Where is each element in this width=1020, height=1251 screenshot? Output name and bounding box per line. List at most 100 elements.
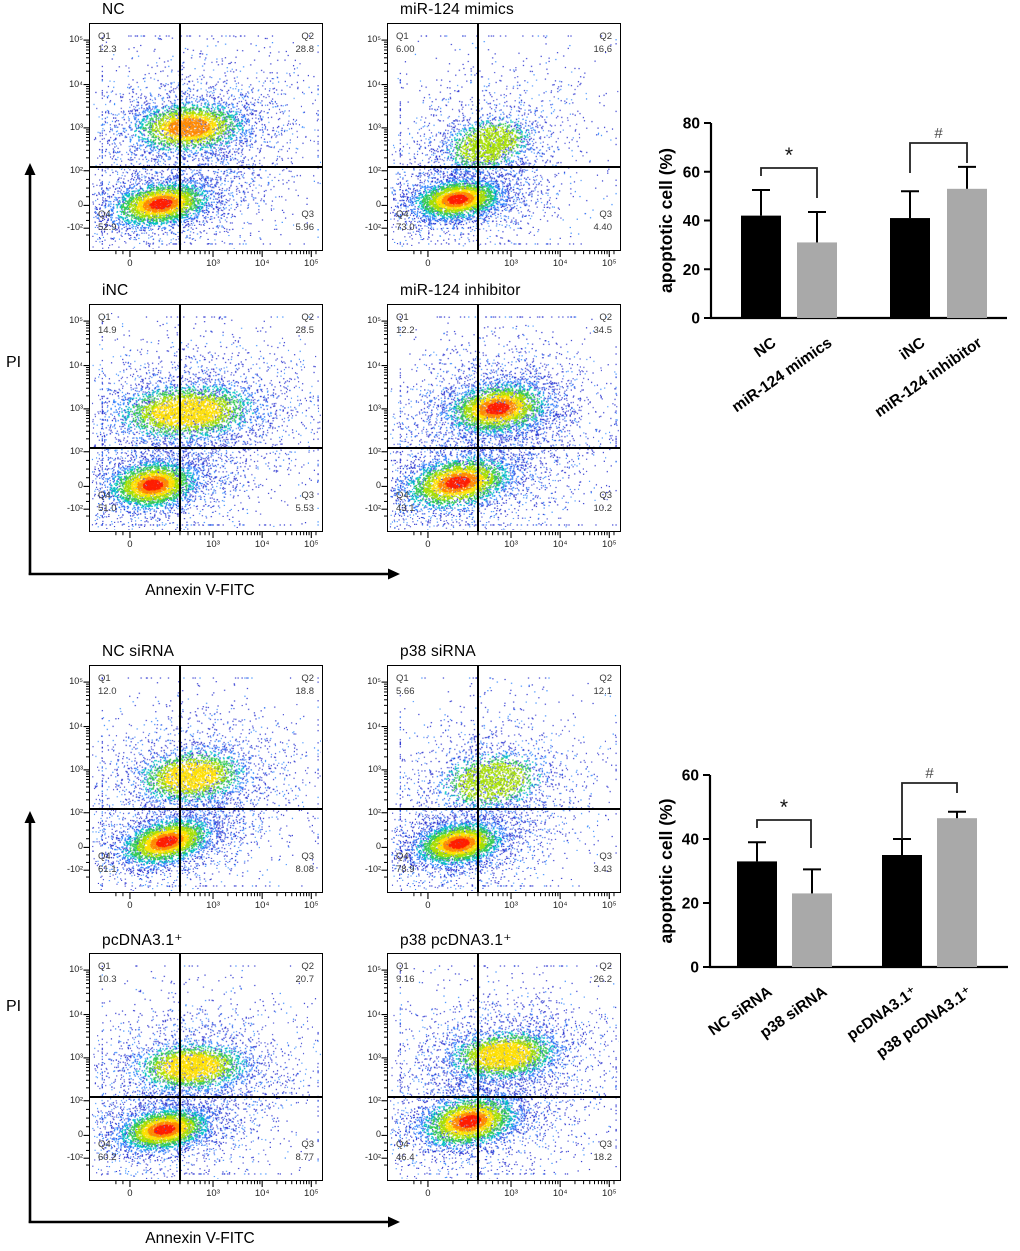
ytick-label: 0 <box>77 480 83 491</box>
ytick-label: 10⁴ <box>69 78 83 89</box>
ytick-label: 10⁴ <box>367 1008 381 1019</box>
quadrant-percent: 73.0 <box>396 222 415 233</box>
quadrant-stat-q4-inc: Q4 51.0 <box>98 489 117 515</box>
xtick-label: 10³ <box>504 258 518 269</box>
quadrant-name: Q1 <box>98 961 111 972</box>
quadrant-percent: 20.7 <box>295 974 315 985</box>
quadrant-stat-q4-nc-sirna: Q4 61.1 <box>98 850 117 876</box>
quadrant-name: Q1 <box>98 673 111 684</box>
quadrant-name: Q1 <box>396 673 409 684</box>
quadrant-percent: 46.4 <box>396 1152 415 1163</box>
ytick-label: 0 <box>77 841 83 852</box>
quadrant-percent: 4.40 <box>593 222 613 233</box>
annexin-axis-label-bottom: Annexin V-FITC <box>145 1230 255 1247</box>
flow-plot-nc: Q1 12.3 Q2 28.8 Q4 52.9 Q3 5.96 <box>89 23 323 251</box>
ytick-label: 10⁵ <box>69 315 83 326</box>
flow-plot-title-inc: iNC <box>102 282 129 299</box>
xtick-label: 10³ <box>504 1188 518 1199</box>
quadrant-percent: 60.2 <box>98 1152 117 1163</box>
y-axis-title: apoptotic cell (%) <box>656 799 676 944</box>
xtick-label: 0 <box>425 900 431 911</box>
quadrant-name: Q4 <box>396 490 409 501</box>
ytick-label: -10² <box>66 864 83 875</box>
quadrant-stat-q1-nc: Q1 12.3 <box>98 30 117 56</box>
quadrant-name: Q4 <box>98 209 111 220</box>
xtick-label: 10⁵ <box>304 900 319 911</box>
significance-symbol: # <box>934 125 943 142</box>
y-tick-label: 20 <box>682 896 699 913</box>
ytick-label: 0 <box>375 841 381 852</box>
ytick-label: 10² <box>69 806 83 817</box>
quadrant-percent: 26.2 <box>593 974 613 985</box>
flow-plot-title-nc-sirna: NC siRNA <box>102 643 175 660</box>
flow-plot-nc-sirna: Q1 12.0 Q2 18.8 Q4 61.1 Q3 8.08 <box>89 665 323 893</box>
flow-plot-title-mir-124-inhibitor: miR-124 inhibitor <box>400 282 521 299</box>
quadrant-stat-q1-p38-sirna: Q1 5.66 <box>396 672 415 698</box>
quadrant-stat-q1-p38-pcdna31: Q1 9.16 <box>396 960 415 986</box>
ytick-label: 10⁵ <box>69 676 83 687</box>
quadrant-percent: 18.8 <box>295 686 315 697</box>
ytick-label: 10² <box>367 445 381 456</box>
xtick-label: 0 <box>127 1188 133 1199</box>
quadrant-percent: 28.8 <box>295 44 315 55</box>
ytick-label: -10² <box>364 222 381 233</box>
quadrant-stat-q2-pcdna31: Q2 20.7 <box>296 960 315 986</box>
quadrant-hline <box>388 1096 620 1098</box>
ytick-label: -10² <box>364 503 381 514</box>
xtick-label: 10⁴ <box>552 539 568 550</box>
quadrant-name: Q1 <box>396 312 409 323</box>
ytick-label: 10² <box>367 806 381 817</box>
quadrant-hline <box>388 808 620 810</box>
quadrant-vline <box>477 954 479 1180</box>
quadrant-name: Q1 <box>98 312 111 323</box>
ytick-label: 10³ <box>367 121 381 132</box>
quadrant-percent: 9.16 <box>396 974 415 985</box>
ytick-label: 10⁵ <box>367 315 381 326</box>
scatter-canvas-nc <box>90 24 321 249</box>
xtick-label: 10⁴ <box>254 900 270 911</box>
quadrant-percent: 18.2 <box>593 1152 613 1163</box>
quadrant-percent: 43.1 <box>396 503 415 514</box>
axis-ticks-inc <box>83 320 317 538</box>
y-tick-label: 60 <box>683 164 700 181</box>
bar-iNC <box>890 218 930 318</box>
quadrant-percent: 5.53 <box>295 503 315 514</box>
xtick-label: 10³ <box>504 539 518 550</box>
xtick-label: 10³ <box>504 900 518 911</box>
ytick-label: 0 <box>77 199 83 210</box>
ytick-label: 10³ <box>367 402 381 413</box>
quadrant-percent: 12.1 <box>593 686 613 697</box>
ytick-label: -10² <box>66 503 83 514</box>
xtick-label: 10⁵ <box>602 539 617 550</box>
ytick-label: 10² <box>69 1094 83 1105</box>
xtick-label: 10⁴ <box>254 258 270 269</box>
xtick-label: 10³ <box>206 900 220 911</box>
quadrant-hline <box>90 166 322 168</box>
quadrant-name: Q3 <box>599 851 612 862</box>
scatter-canvas-mir-124-inhibitor <box>388 305 619 530</box>
quadrant-stat-q3-pcdna31: Q3 8.77 <box>296 1138 315 1164</box>
ytick-label: -10² <box>66 222 83 233</box>
bar-miR-124 inhibitor <box>947 188 987 318</box>
ytick-label: -10² <box>364 1152 381 1163</box>
quadrant-name: Q3 <box>599 1139 612 1150</box>
x-category-label: miR-124 mimics <box>729 334 835 416</box>
ytick-label: -10² <box>66 1152 83 1163</box>
quadrant-percent: 12.2 <box>396 325 415 336</box>
quadrant-name: Q4 <box>396 851 409 862</box>
xtick-label: 10⁵ <box>602 900 617 911</box>
xtick-label: 10⁵ <box>304 539 319 550</box>
x-category-label: iNC <box>897 334 929 363</box>
quadrant-stat-q4-nc: Q4 52.9 <box>98 208 117 234</box>
quadrant-name: Q3 <box>301 1139 314 1150</box>
ytick-label: 0 <box>375 480 381 491</box>
ytick-label: 10³ <box>69 402 83 413</box>
pi-axis-label-top: PI <box>6 354 22 371</box>
axis-ticks-p38-pcdna31 <box>381 969 615 1187</box>
y-tick-label: 40 <box>683 213 700 230</box>
axis-ticks-mir-124-inhibitor <box>381 320 615 538</box>
quadrant-name: Q2 <box>301 673 314 684</box>
flow-plot-mir-124-mimics: Q1 6.00 Q2 16.6 Q4 73.0 Q3 4.40 <box>387 23 621 251</box>
xtick-label: 10³ <box>206 258 220 269</box>
